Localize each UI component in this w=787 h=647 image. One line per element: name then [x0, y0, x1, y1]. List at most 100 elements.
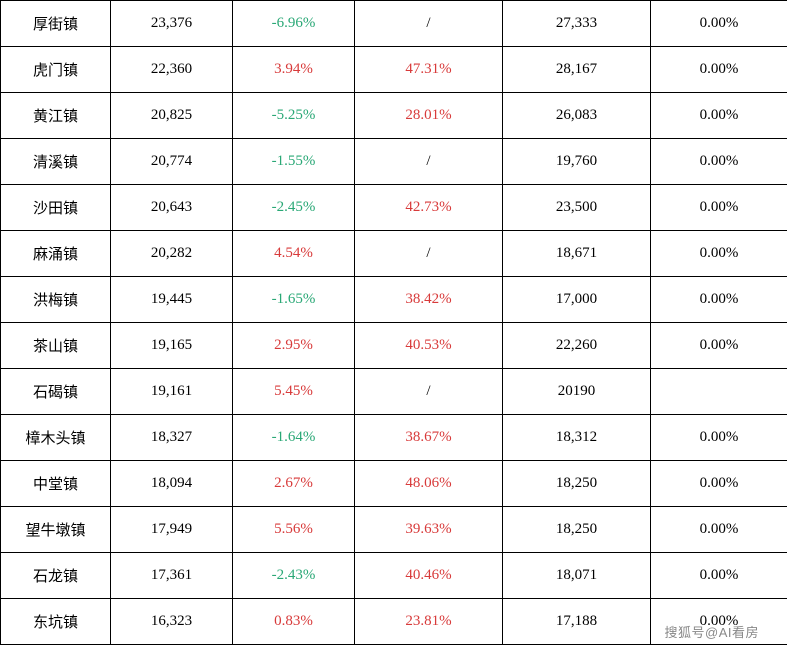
table-cell: 清溪镇 — [1, 139, 111, 185]
table-cell: 17,361 — [111, 553, 233, 599]
table-cell: -1.64% — [233, 415, 355, 461]
table-cell: 20,825 — [111, 93, 233, 139]
table-cell: -2.45% — [233, 185, 355, 231]
table-cell: 38.67% — [355, 415, 503, 461]
table-cell: 茶山镇 — [1, 323, 111, 369]
table-cell: 19,165 — [111, 323, 233, 369]
table-cell: 20,774 — [111, 139, 233, 185]
table-cell: 22,360 — [111, 47, 233, 93]
table-row: 厚街镇23,376-6.96%/27,3330.00% — [1, 1, 787, 47]
table-cell: 0.00% — [651, 507, 787, 553]
table-cell: 18,250 — [503, 507, 651, 553]
table-cell: 0.00% — [651, 461, 787, 507]
table-cell: 石碣镇 — [1, 369, 111, 415]
table-cell: 48.06% — [355, 461, 503, 507]
table-cell: 20190 — [503, 369, 651, 415]
price-table-body: 厚街镇23,376-6.96%/27,3330.00%虎门镇22,3603.94… — [1, 1, 787, 645]
table-cell: 23,376 — [111, 1, 233, 47]
table-cell: 16,323 — [111, 599, 233, 645]
table-cell: 麻涌镇 — [1, 231, 111, 277]
table-cell: 26,083 — [503, 93, 651, 139]
table-cell: 0.00% — [651, 323, 787, 369]
table-cell: 中堂镇 — [1, 461, 111, 507]
table-cell: 47.31% — [355, 47, 503, 93]
table-cell: 0.00% — [651, 415, 787, 461]
table-cell: 0.00% — [651, 231, 787, 277]
table-cell: 17,188 — [503, 599, 651, 645]
table-cell: 樟木头镇 — [1, 415, 111, 461]
table-cell: 厚街镇 — [1, 1, 111, 47]
table-cell: 0.00% — [651, 599, 787, 645]
table-cell: / — [355, 1, 503, 47]
table-cell: 0.00% — [651, 1, 787, 47]
table-cell: -1.55% — [233, 139, 355, 185]
table-cell: 5.56% — [233, 507, 355, 553]
table-cell: 虎门镇 — [1, 47, 111, 93]
table-cell: 17,949 — [111, 507, 233, 553]
table-row: 樟木头镇18,327-1.64%38.67%18,3120.00% — [1, 415, 787, 461]
table-cell: 5.45% — [233, 369, 355, 415]
table-cell: 39.63% — [355, 507, 503, 553]
table-row: 石碣镇19,1615.45%/20190 — [1, 369, 787, 415]
table-cell: 0.00% — [651, 93, 787, 139]
table-row: 望牛墩镇17,9495.56%39.63%18,2500.00% — [1, 507, 787, 553]
table-cell: 19,161 — [111, 369, 233, 415]
table-row: 沙田镇20,643-2.45%42.73%23,5000.00% — [1, 185, 787, 231]
table-cell: 42.73% — [355, 185, 503, 231]
table-cell: -6.96% — [233, 1, 355, 47]
table-cell: 20,643 — [111, 185, 233, 231]
table-cell: 2.95% — [233, 323, 355, 369]
table-cell: / — [355, 369, 503, 415]
table-row: 东坑镇16,3230.83%23.81%17,1880.00% — [1, 599, 787, 645]
table-cell: -2.43% — [233, 553, 355, 599]
table-cell: 19,445 — [111, 277, 233, 323]
table-row: 虎门镇22,3603.94%47.31%28,1670.00% — [1, 47, 787, 93]
table-cell: -5.25% — [233, 93, 355, 139]
table-cell: 18,071 — [503, 553, 651, 599]
table-row: 中堂镇18,0942.67%48.06%18,2500.00% — [1, 461, 787, 507]
table-cell: 27,333 — [503, 1, 651, 47]
table-cell: 0.00% — [651, 277, 787, 323]
table-cell: 0.00% — [651, 47, 787, 93]
table-cell: 洪梅镇 — [1, 277, 111, 323]
table-cell: 18,312 — [503, 415, 651, 461]
table-cell: 4.54% — [233, 231, 355, 277]
table-row: 黄江镇20,825-5.25%28.01%26,0830.00% — [1, 93, 787, 139]
table-cell: 18,094 — [111, 461, 233, 507]
table-cell: 18,327 — [111, 415, 233, 461]
table-cell: 28,167 — [503, 47, 651, 93]
table-cell: 0.83% — [233, 599, 355, 645]
table-cell: 18,250 — [503, 461, 651, 507]
table-cell: 40.46% — [355, 553, 503, 599]
table-row: 石龙镇17,361-2.43%40.46%18,0710.00% — [1, 553, 787, 599]
table-cell: 18,671 — [503, 231, 651, 277]
table-cell: 20,282 — [111, 231, 233, 277]
table-cell: 0.00% — [651, 139, 787, 185]
table-cell: 3.94% — [233, 47, 355, 93]
price-table: 厚街镇23,376-6.96%/27,3330.00%虎门镇22,3603.94… — [0, 0, 787, 645]
table-cell: 28.01% — [355, 93, 503, 139]
table-cell: 2.67% — [233, 461, 355, 507]
table-cell: -1.65% — [233, 277, 355, 323]
table-cell: 17,000 — [503, 277, 651, 323]
table-cell — [651, 369, 787, 415]
table-cell: 东坑镇 — [1, 599, 111, 645]
table-cell: / — [355, 231, 503, 277]
table-cell: 沙田镇 — [1, 185, 111, 231]
table-cell: 19,760 — [503, 139, 651, 185]
table-cell: 23.81% — [355, 599, 503, 645]
table-cell: 黄江镇 — [1, 93, 111, 139]
table-row: 清溪镇20,774-1.55%/19,7600.00% — [1, 139, 787, 185]
table-row: 麻涌镇20,2824.54%/18,6710.00% — [1, 231, 787, 277]
table-cell: / — [355, 139, 503, 185]
table-cell: 石龙镇 — [1, 553, 111, 599]
table-cell: 0.00% — [651, 553, 787, 599]
table-cell: 38.42% — [355, 277, 503, 323]
table-row: 茶山镇19,1652.95%40.53%22,2600.00% — [1, 323, 787, 369]
table-cell: 23,500 — [503, 185, 651, 231]
table-cell: 40.53% — [355, 323, 503, 369]
table-row: 洪梅镇19,445-1.65%38.42%17,0000.00% — [1, 277, 787, 323]
table-cell: 望牛墩镇 — [1, 507, 111, 553]
table-cell: 0.00% — [651, 185, 787, 231]
table-cell: 22,260 — [503, 323, 651, 369]
